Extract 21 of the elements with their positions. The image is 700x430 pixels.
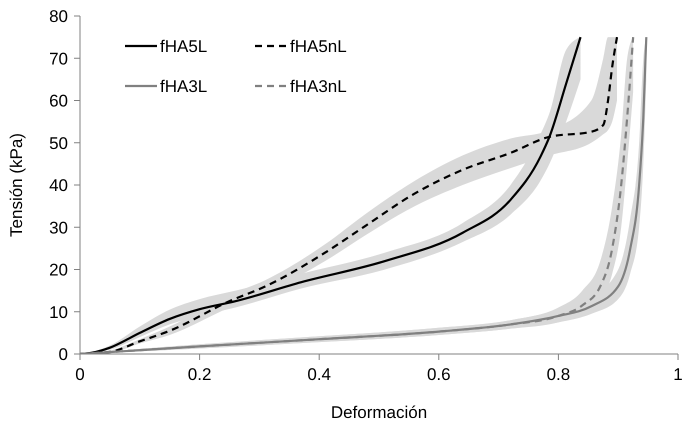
x-tick-label: 0.8 [546,365,570,384]
x-tick-label: 0.6 [426,365,451,384]
y-tick-label: 80 [49,7,68,26]
x-tick-label: 0.4 [307,365,332,384]
y-tick-label: 10 [49,302,68,322]
legend-label: fHA5nL [290,37,347,56]
x-tick-label: 1 [673,365,683,384]
legend-label: fHA5L [160,37,208,56]
x-tick-label: 0 [75,365,85,384]
x-tick-label: 0.2 [188,365,212,384]
y-axis-title: Tensión (kPa) [7,133,26,237]
legend-label: fHA3L [160,77,208,96]
y-tick-label: 0 [58,345,68,364]
y-tick-label: 50 [49,134,68,153]
y-tick-label: 70 [49,49,68,68]
legend-label: fHA3nL [290,77,347,96]
x-axis-title: Deformación [330,403,428,422]
y-tick-label: 20 [49,260,68,280]
y-tick-label: 40 [49,176,68,195]
y-tick-label: 30 [49,218,68,238]
y-tick-label: 60 [49,92,68,110]
